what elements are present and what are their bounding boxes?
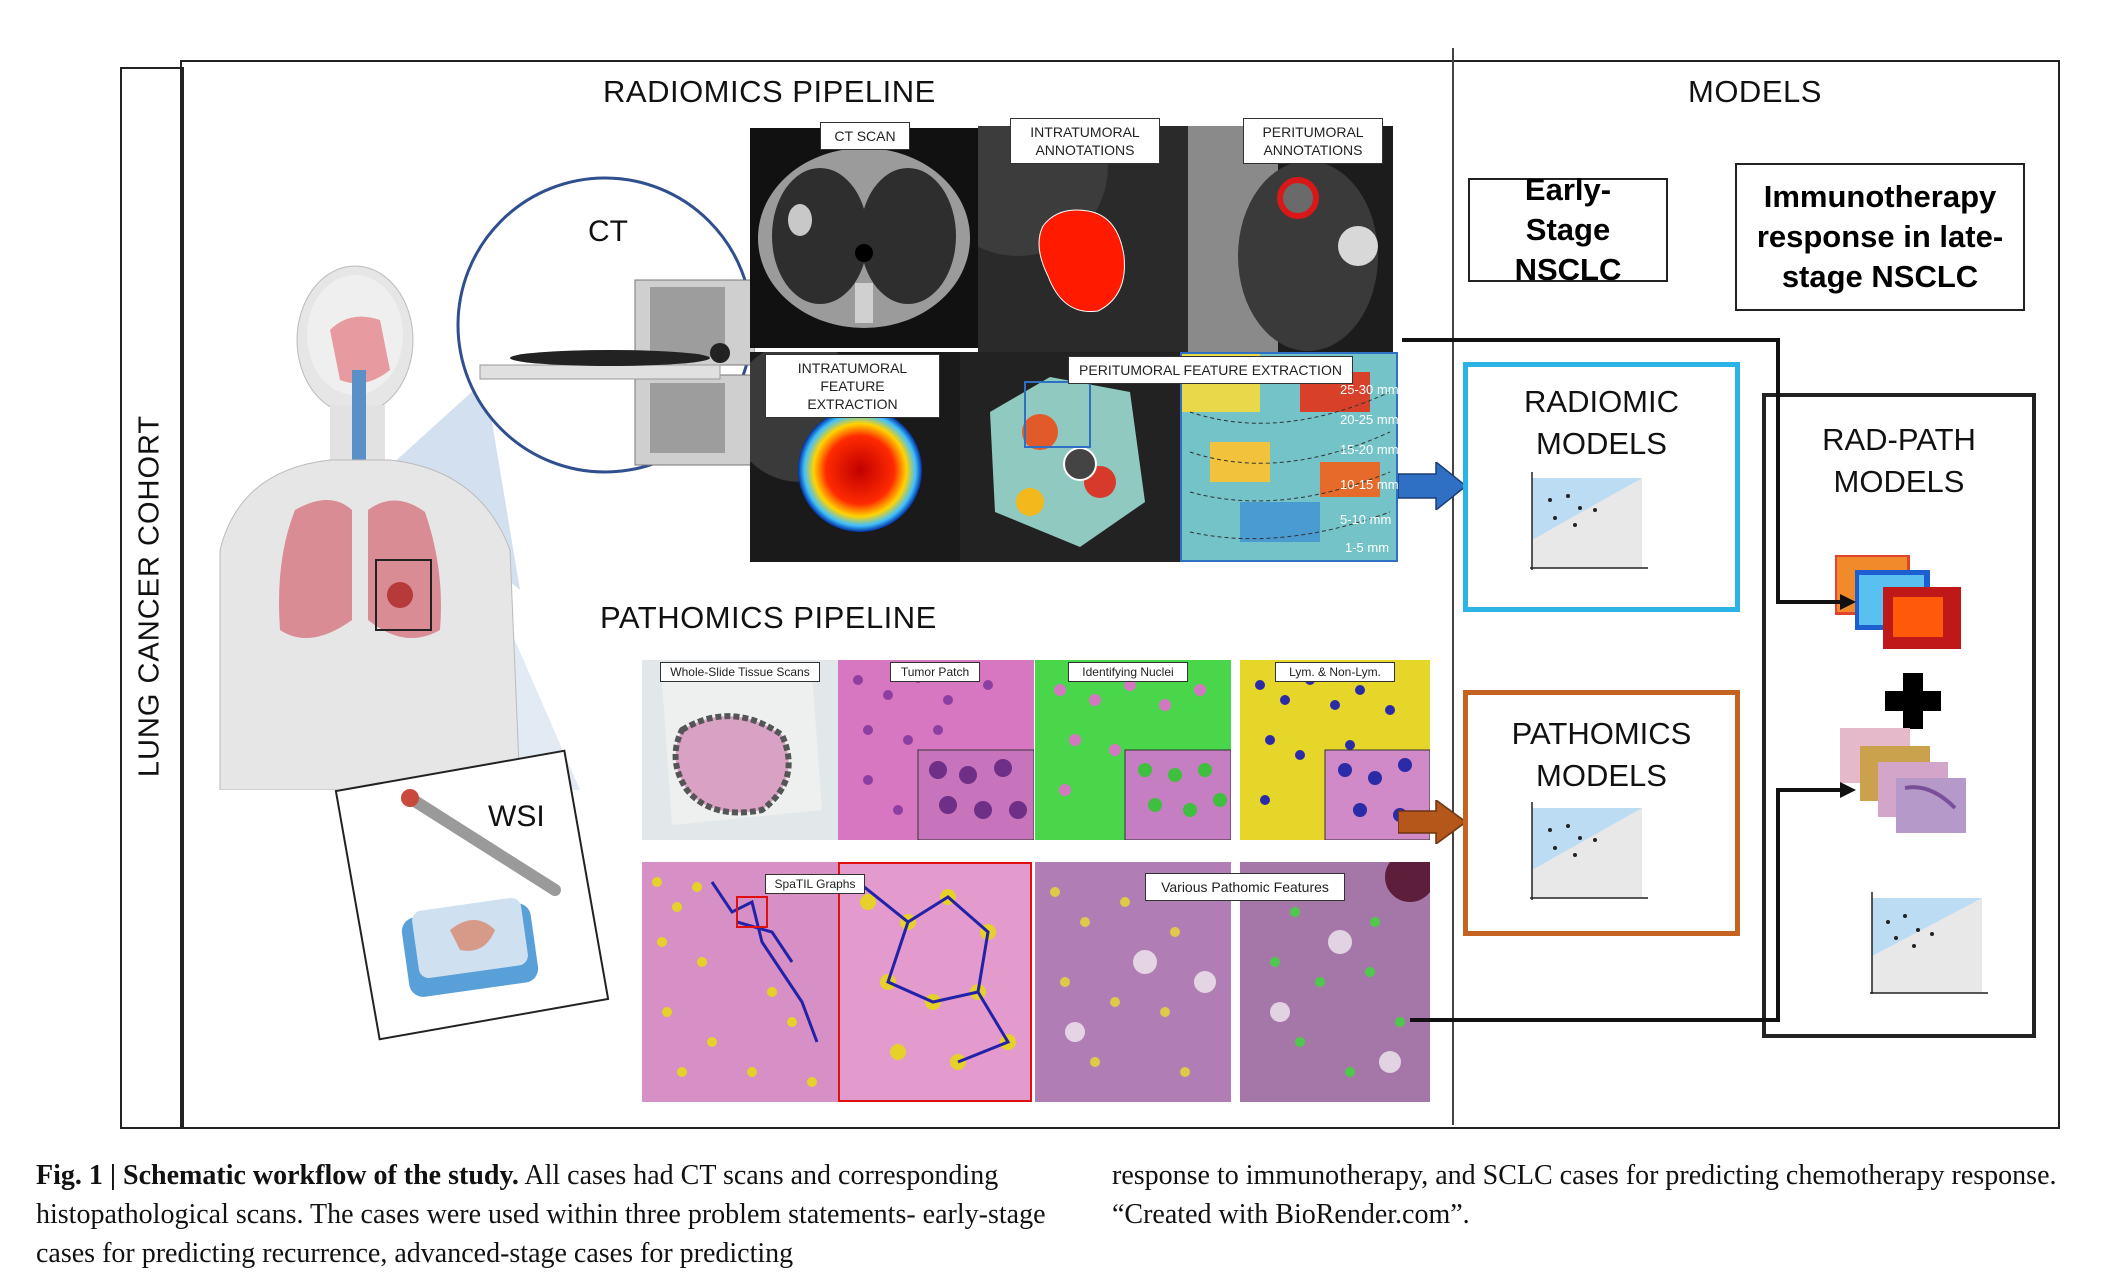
cohort-side-frame [120, 67, 184, 1129]
ring-label-4: 10-15 mm [1340, 477, 1399, 492]
caption-left: Fig. 1 | Schematic workflow of the study… [36, 1156, 1066, 1273]
lym-nonlym-label: Lym. & Non-Lym. [1275, 662, 1395, 682]
tumor-patch-image [838, 660, 1034, 840]
pathomic-features-image-2 [1240, 862, 1430, 1102]
radpath-models-box: RAD-PATH MODELS [1762, 393, 2036, 1038]
ring-label-6: 1-5 mm [1345, 540, 1390, 555]
radpath-histology-stack [1840, 728, 1966, 833]
early-stage-text: Early-Stage NSCLC [1514, 172, 1622, 287]
ct-scanner-circle [456, 176, 755, 474]
peritumoral-extraction-image [960, 352, 1180, 562]
models-title: MODELS [1688, 74, 1822, 109]
radiomics-pipeline-title: RADIOMICS PIPELINE [603, 74, 936, 109]
cohort-label: LUNG CANCER COHORT [133, 414, 166, 778]
pathomics-pipeline-title: PATHOMICS PIPELINE [600, 600, 937, 635]
radpath-connectors [1402, 338, 1856, 1022]
immunotherapy-box: Immunotherapy response in late-stage NSC… [1735, 163, 2025, 311]
ring-label-1: 25-30 mm [1340, 382, 1399, 397]
radiomic-models-line2: MODELS [1536, 426, 1667, 461]
wsi-label: WSI [488, 800, 545, 833]
radpath-models-line2: MODELS [1833, 464, 1965, 499]
identifying-nuclei-label: Identifying Nuclei [1068, 662, 1188, 682]
pathomics-arrow [1398, 800, 1468, 844]
models-divider [1452, 48, 1454, 1125]
spatil-graph-image [642, 862, 838, 1102]
radiomics-arrow [1398, 462, 1468, 510]
pathomics-models-line1: PATHOMICS [1511, 716, 1692, 751]
slide-scanner-illustration [401, 789, 561, 997]
peritumoral-annotations-label: PERITUMORAL ANNOTATIONS [1243, 118, 1383, 164]
ct-scan-image [750, 128, 978, 348]
ring-label-5: 5-10 mm [1340, 512, 1392, 527]
various-features-label: Various Pathomic Features [1145, 873, 1345, 901]
peritumoral-zoom-heatmap [1180, 352, 1398, 562]
whole-slide-label: Whole-Slide Tissue Scans [660, 662, 820, 682]
caption-label: Fig. 1 | Schematic workflow of the study… [36, 1160, 519, 1191]
intratumoral-annotations-label: INTRATUMORAL ANNOTATIONS [1010, 118, 1160, 164]
radpath-heatmaps [1835, 555, 1961, 649]
pathomics-models-box: PATHOMICS MODELS [1463, 690, 1740, 936]
ct-scan-label: CT SCAN [820, 122, 910, 150]
intratumoral-extraction-label: INTRATUMORAL FEATURE EXTRACTION [765, 354, 940, 418]
ring-label-2: 20-25 mm [1340, 412, 1399, 427]
peritumoral-extraction-label: PERITUMORAL FEATURE EXTRACTION [1068, 356, 1353, 384]
whole-slide-image [642, 660, 838, 840]
radiomic-models-box: RADIOMIC MODELS [1463, 362, 1740, 612]
ct-label: CT [588, 215, 628, 248]
tumor-patch-label: Tumor Patch [890, 662, 980, 682]
caption-right: response to immunotherapy, and SCLC case… [1112, 1156, 2072, 1234]
radpath-plus-icon [1885, 673, 1941, 729]
pathomic-features-image-1 [1035, 862, 1231, 1102]
radiomic-models-line1: RADIOMIC [1524, 384, 1679, 419]
early-stage-box: Early-Stage NSCLC [1468, 172, 1668, 287]
pathomics-models-line2: MODELS [1536, 758, 1667, 793]
ring-label-3: 15-20 mm [1340, 442, 1399, 457]
radpath-model-plot [1870, 892, 1988, 994]
caption-right-text: response to immunotherapy, and SCLC case… [1112, 1160, 2057, 1230]
spatil-label: SpaTIL Graphs [765, 874, 865, 894]
peritumoral-annotation-image [1188, 126, 1393, 352]
main-figure-frame [180, 60, 2060, 1129]
radpath-models-line1: RAD-PATH [1822, 422, 1976, 457]
spatil-zoom-image [838, 862, 1032, 1102]
identifying-nuclei-image [1035, 660, 1231, 840]
radiomic-model-plot [1530, 472, 1648, 570]
patient-illustration [219, 265, 580, 790]
pathomics-model-plot [1530, 802, 1648, 900]
caption-left-text: All cases had CT scans and corresponding… [36, 1160, 1046, 1269]
immunotherapy-text: Immunotherapy response in late-stage NSC… [1756, 179, 2004, 294]
